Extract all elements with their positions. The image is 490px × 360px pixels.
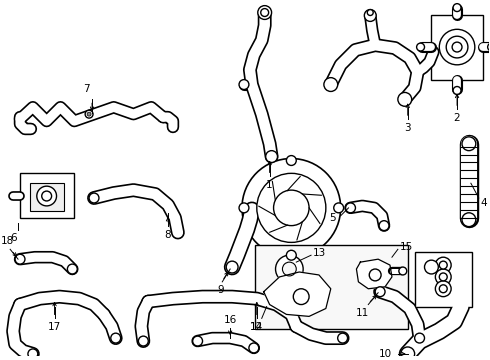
Circle shape <box>462 137 476 150</box>
Circle shape <box>286 250 296 260</box>
Text: 18: 18 <box>0 237 14 246</box>
Circle shape <box>239 80 249 90</box>
Text: 5: 5 <box>329 213 336 223</box>
Circle shape <box>452 42 462 52</box>
Circle shape <box>462 213 476 226</box>
Circle shape <box>453 4 461 12</box>
Circle shape <box>242 158 341 257</box>
Text: 6: 6 <box>10 233 17 243</box>
Circle shape <box>440 285 447 293</box>
Text: 16: 16 <box>223 315 237 325</box>
Circle shape <box>334 203 343 213</box>
Circle shape <box>111 333 121 343</box>
Circle shape <box>365 10 376 21</box>
Circle shape <box>401 347 415 360</box>
Circle shape <box>446 36 468 58</box>
Text: 15: 15 <box>400 242 413 252</box>
Circle shape <box>375 287 385 297</box>
Circle shape <box>249 343 259 353</box>
Circle shape <box>89 193 99 203</box>
Circle shape <box>261 9 269 17</box>
Circle shape <box>138 336 148 346</box>
Text: 13: 13 <box>313 248 326 258</box>
Text: 2: 2 <box>454 113 461 123</box>
Text: 1: 1 <box>266 180 273 190</box>
Text: 11: 11 <box>356 309 369 319</box>
Circle shape <box>368 10 373 15</box>
Circle shape <box>85 110 93 118</box>
Circle shape <box>275 255 303 283</box>
Text: 17: 17 <box>48 322 61 332</box>
Text: 4: 4 <box>481 198 488 208</box>
Circle shape <box>257 173 326 242</box>
Text: 10: 10 <box>379 349 392 359</box>
Circle shape <box>369 269 381 281</box>
Circle shape <box>273 190 309 226</box>
Circle shape <box>239 203 249 213</box>
Text: 8: 8 <box>165 230 172 239</box>
Bar <box>255 246 408 329</box>
Circle shape <box>324 78 338 91</box>
Text: 9: 9 <box>217 285 223 295</box>
Circle shape <box>398 93 412 106</box>
Circle shape <box>424 260 439 274</box>
Polygon shape <box>356 259 392 289</box>
Bar <box>20 173 74 218</box>
Circle shape <box>440 261 447 269</box>
Polygon shape <box>264 272 331 316</box>
Circle shape <box>379 221 389 230</box>
Bar <box>30 183 64 211</box>
Bar <box>431 15 483 80</box>
Text: 14: 14 <box>250 322 264 332</box>
Circle shape <box>226 261 238 273</box>
Circle shape <box>42 191 51 201</box>
Circle shape <box>440 273 447 281</box>
Circle shape <box>282 262 296 276</box>
Text: 3: 3 <box>404 123 411 133</box>
Circle shape <box>286 156 296 166</box>
Text: 12: 12 <box>250 322 264 332</box>
Circle shape <box>294 289 309 305</box>
Circle shape <box>435 281 451 297</box>
Circle shape <box>435 269 451 285</box>
Circle shape <box>453 86 461 94</box>
Circle shape <box>345 203 355 213</box>
Circle shape <box>266 150 277 162</box>
Bar <box>415 252 472 306</box>
Circle shape <box>435 257 451 273</box>
Circle shape <box>399 267 407 275</box>
Circle shape <box>193 336 202 346</box>
Circle shape <box>415 333 424 343</box>
Circle shape <box>37 186 56 206</box>
Circle shape <box>258 6 271 19</box>
Circle shape <box>87 112 91 116</box>
Circle shape <box>68 264 77 274</box>
Circle shape <box>338 333 347 343</box>
Text: 7: 7 <box>83 84 90 94</box>
Circle shape <box>416 43 424 51</box>
Circle shape <box>15 254 25 264</box>
Circle shape <box>28 349 38 359</box>
Circle shape <box>440 29 475 65</box>
Circle shape <box>488 43 490 51</box>
